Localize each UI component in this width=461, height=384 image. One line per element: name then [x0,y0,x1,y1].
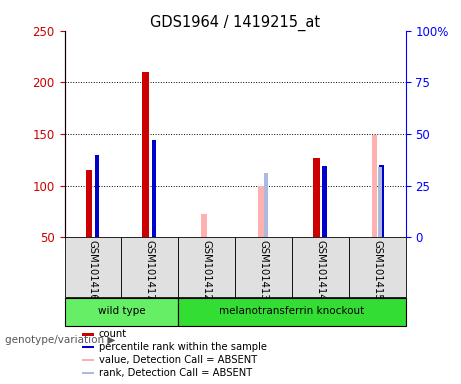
Text: GSM101415: GSM101415 [372,240,382,300]
Bar [258,185,264,237]
Bar [378,167,382,237]
Bar [178,237,235,297]
Text: melanotransferrin knockout: melanotransferrin knockout [219,306,365,316]
Bar [65,298,178,326]
Bar [82,372,94,374]
Bar [349,237,406,297]
Text: value, Detection Call = ABSENT: value, Detection Call = ABSENT [99,355,257,365]
Bar [95,155,99,237]
Text: percentile rank within the sample: percentile rank within the sample [99,342,266,352]
Bar [372,135,377,237]
Bar [379,165,384,237]
Bar [152,140,156,237]
Bar [142,72,149,237]
Text: rank, Detection Call = ABSENT: rank, Detection Call = ABSENT [99,368,252,378]
Title: GDS1964 / 1419215_at: GDS1964 / 1419215_at [150,15,320,31]
Bar [292,237,349,297]
Bar [121,237,178,297]
Bar [201,214,207,237]
Text: wild type: wild type [98,306,145,316]
Text: GSM101412: GSM101412 [201,240,212,300]
Text: GSM101417: GSM101417 [145,240,155,300]
Text: count: count [99,329,127,339]
Bar [178,298,406,326]
Bar [82,346,94,349]
Text: GSM101413: GSM101413 [259,240,269,300]
Bar [235,237,292,297]
Bar [322,166,327,237]
Text: GSM101414: GSM101414 [315,240,325,300]
Bar [313,158,320,237]
Text: GSM101416: GSM101416 [88,240,98,300]
Bar [265,173,268,237]
Bar [82,359,94,361]
Bar [65,237,121,297]
Text: genotype/variation ▶: genotype/variation ▶ [5,335,115,345]
Bar [86,170,92,237]
Bar [82,333,94,336]
